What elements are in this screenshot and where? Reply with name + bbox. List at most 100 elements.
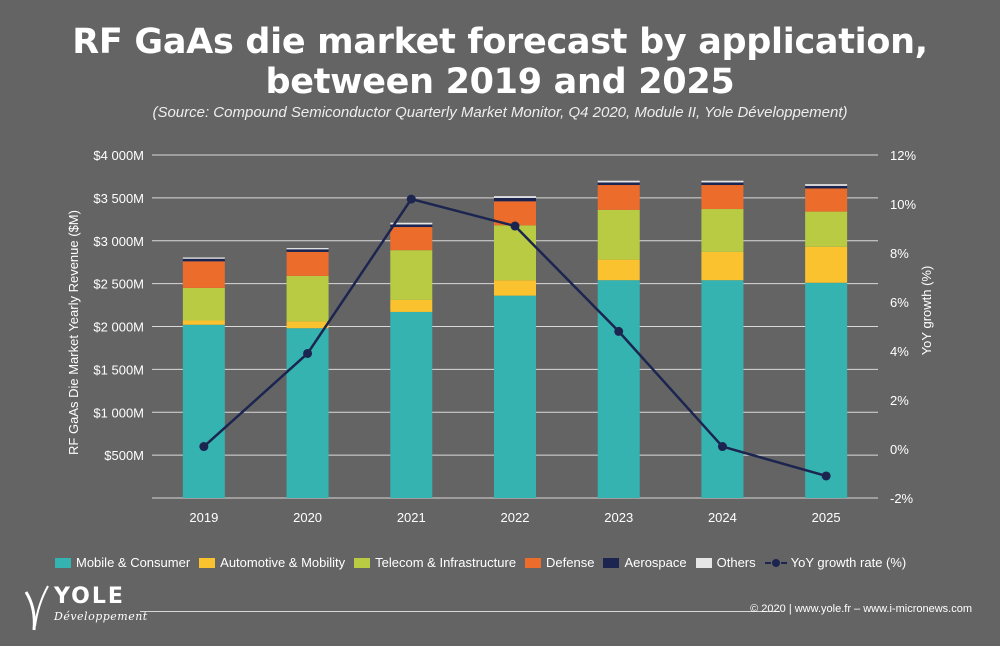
legend-item: YoY growth rate (%): [764, 555, 907, 570]
bar-segment: [390, 224, 433, 228]
yole-logo-mark-icon: [24, 585, 49, 631]
legend-item: Aerospace: [603, 555, 687, 570]
bar-segment: [805, 282, 848, 498]
chart-subtitle: (Source: Compound Semiconductor Quarterl…: [152, 104, 848, 121]
legend-label: Telecom & Infrastructure: [375, 555, 517, 570]
y2-tick-label: 6%: [890, 295, 909, 310]
bar-segment: [182, 258, 225, 262]
bar-segment: [805, 184, 848, 186]
y-tick-label: $1 000M: [93, 405, 144, 420]
x-tick-label: 2025: [812, 510, 841, 525]
y-tick-label: $2 000M: [93, 320, 144, 335]
bar-segment: [494, 295, 536, 498]
bar-segment: [390, 311, 433, 498]
bar-segment: [805, 188, 848, 212]
legend-item: Telecom & Infrastructure: [354, 555, 516, 570]
y-tick-label: $4 000M: [93, 148, 144, 163]
bar-segment: [390, 227, 433, 251]
bar-segment: [597, 209, 640, 260]
x-tick-label: 2021: [397, 510, 426, 525]
logo-word: YOLE: [54, 584, 125, 609]
footer-divider: [140, 611, 780, 612]
y2-axis-title: YoY growth (%): [919, 266, 934, 356]
bar-segment: [286, 321, 329, 329]
x-tick-label: 2023: [604, 510, 633, 525]
footer-credits: © 2020 | www.yole.fr – www.i-micronews.c…: [750, 603, 972, 615]
y-tick-label: $3 000M: [93, 234, 144, 249]
yoy-growth-point: [510, 221, 520, 231]
bar-segment: [701, 280, 744, 498]
y2-tick-label: 10%: [890, 197, 916, 212]
bar-segment: [597, 259, 640, 281]
yoy-growth-point: [614, 326, 624, 336]
bar-segment: [390, 299, 433, 312]
bar-segment: [286, 275, 329, 322]
bar-segment: [701, 182, 744, 186]
yoy-growth-point: [199, 442, 209, 452]
bar-segment: [494, 280, 536, 296]
legend-swatch: [525, 557, 542, 568]
yoy-growth-point: [406, 194, 416, 204]
bar-segment: [286, 251, 329, 276]
legend-swatch: [55, 557, 71, 568]
y-tick-label: $500M: [104, 448, 144, 463]
legend-label: Automotive & Mobility: [220, 555, 346, 570]
bar-segment: [805, 246, 848, 283]
bar-segment: [494, 225, 536, 281]
bar-segment: [182, 261, 225, 288]
legend-item: Automotive & Mobility: [199, 555, 345, 570]
bar-segment: [390, 222, 433, 225]
y-axis-title: RF GaAs Die Market Yearly Revenue ($M): [66, 210, 81, 455]
bar-segment: [805, 185, 848, 189]
y-tick-label: $1 500M: [93, 362, 144, 377]
legend-label: YoY growth rate (%): [790, 555, 907, 570]
legend-item: Mobile & Consumer: [55, 555, 190, 570]
bar-segment: [701, 209, 744, 252]
legend-swatch: [354, 557, 371, 568]
x-tick-label: 2019: [189, 510, 218, 525]
legend-label: Aerospace: [624, 555, 687, 570]
y2-tick-label: 2%: [890, 393, 909, 408]
bar-segment: [390, 250, 433, 300]
legend-label: Defense: [546, 555, 595, 570]
bar-segment: [597, 185, 640, 210]
bar-segment: [286, 249, 329, 252]
y2-tick-label: 12%: [890, 148, 916, 163]
y2-tick-label: 8%: [890, 246, 909, 261]
bar-segment: [805, 211, 848, 247]
legend-swatch: [199, 557, 216, 568]
y2-tick-label: 0%: [890, 442, 909, 457]
bar-segment: [182, 257, 225, 259]
legend-swatch: [603, 557, 620, 568]
legend-item: Others: [695, 555, 756, 570]
bar-segment: [494, 196, 536, 198]
y-tick-label: $3 500M: [93, 191, 144, 206]
legend-line-swatch: [764, 558, 787, 568]
bar-segment: [701, 251, 744, 281]
bar-segment: [597, 280, 640, 498]
x-tick-label: 2022: [501, 510, 530, 525]
bar-segment: [494, 197, 536, 202]
y-tick-label: $2 500M: [93, 277, 144, 292]
bar-segment: [701, 185, 744, 210]
chart-title-line2: between 2019 and 2025: [265, 62, 735, 102]
x-tick-label: 2020: [293, 510, 322, 525]
yoy-growth-point: [303, 348, 313, 358]
y2-tick-label: -2%: [890, 491, 914, 506]
chart-legend: Mobile & Consumer Automotive & Mobility Te…: [55, 555, 915, 570]
bar-segment: [182, 287, 225, 321]
bar-segment: [597, 180, 640, 183]
legend-swatch: [695, 557, 712, 568]
y2-tick-label: 4%: [890, 344, 909, 359]
x-tick-label: 2024: [708, 510, 737, 525]
legend-label: Mobile & Consumer: [76, 555, 191, 570]
yoy-growth-point: [717, 442, 727, 452]
chart-title: RF GaAs die market forecast by applicati…: [0, 22, 1000, 102]
bar-segment: [286, 248, 329, 250]
legend-item: Defense: [525, 555, 594, 570]
legend-label: Others: [716, 555, 756, 570]
bar-segment: [182, 324, 225, 498]
bar-segment: [182, 320, 225, 325]
bar-segment: [597, 182, 640, 186]
